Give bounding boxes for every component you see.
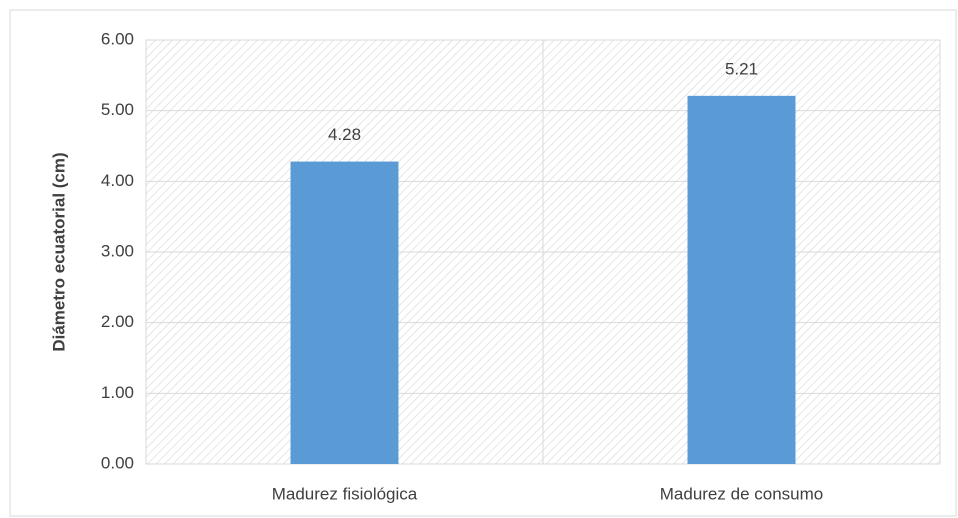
bar bbox=[687, 95, 796, 465]
value-label: 5.21 bbox=[725, 59, 758, 78]
y-axis-title: Diámetro ecuatorial (cm) bbox=[49, 152, 68, 351]
x-tick-label: Madurez fisiológica bbox=[272, 484, 418, 503]
y-tick-label: 2.00 bbox=[101, 312, 134, 331]
bar bbox=[290, 161, 399, 464]
value-label: 4.28 bbox=[328, 125, 361, 144]
y-tick-label: 6.00 bbox=[101, 29, 134, 48]
y-tick-label: 3.00 bbox=[101, 241, 134, 260]
y-tick-label: 0.00 bbox=[101, 453, 134, 472]
y-tick-label: 1.00 bbox=[101, 383, 134, 402]
chart-border bbox=[9, 9, 957, 517]
y-tick-label: 4.00 bbox=[101, 171, 134, 190]
x-tick-label: Madurez de consumo bbox=[660, 484, 823, 503]
y-tick-label: 5.00 bbox=[101, 100, 134, 119]
